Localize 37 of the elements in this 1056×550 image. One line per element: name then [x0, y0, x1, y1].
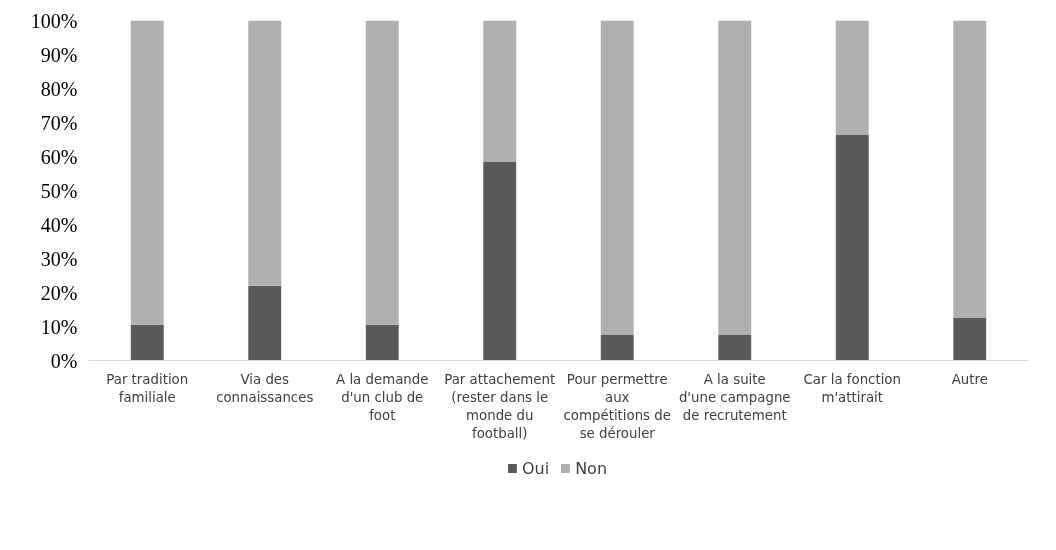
- y-tick-label: 20%: [40, 281, 78, 304]
- bar: [835, 134, 869, 361]
- x-tick-label: Autre: [951, 371, 988, 387]
- y-tick-label: 40%: [40, 213, 78, 236]
- bar: [718, 20, 752, 335]
- y-tick-label: 90%: [40, 43, 78, 66]
- bar: [248, 20, 282, 286]
- y-tick-label: 80%: [40, 77, 78, 100]
- y-tick-label: 50%: [40, 179, 78, 202]
- bar: [130, 324, 164, 361]
- bar: [365, 20, 399, 325]
- bar: [483, 20, 517, 162]
- x-tick-label: Par attachement (rester dans le monde du football): [444, 371, 556, 441]
- y-tick-label: 70%: [40, 111, 78, 134]
- x-tick-label: A la demande d'un club de foot: [336, 371, 429, 423]
- legend-label: Oui: [521, 458, 550, 478]
- x-tick-label: Via des connaissances: [216, 371, 314, 405]
- y-tick-label: 10%: [40, 315, 78, 338]
- bar: [953, 318, 987, 361]
- bar: [483, 161, 517, 361]
- x-tick-label: Par tradition familiale: [106, 371, 189, 405]
- bar: [953, 20, 987, 318]
- y-tick-label: 0%: [50, 349, 78, 372]
- bar: [248, 285, 282, 361]
- y-tick-label: 30%: [40, 247, 78, 270]
- bar: [365, 324, 399, 361]
- bar: [718, 335, 752, 361]
- y-tick-label: 100%: [30, 9, 78, 32]
- x-tick-label: Pour permettre aux compétitions de se dérouler: [563, 371, 671, 441]
- y-tick-label: 60%: [40, 145, 78, 168]
- legend-label: Non: [575, 458, 608, 478]
- bar: [600, 335, 634, 361]
- bar: [600, 20, 634, 335]
- bar: [835, 20, 869, 135]
- x-tick-label: A la suite d'une campagne de recrutement: [678, 371, 791, 423]
- x-tick-label: Car la fonction m'attirait: [803, 371, 901, 405]
- bar: [130, 20, 164, 325]
